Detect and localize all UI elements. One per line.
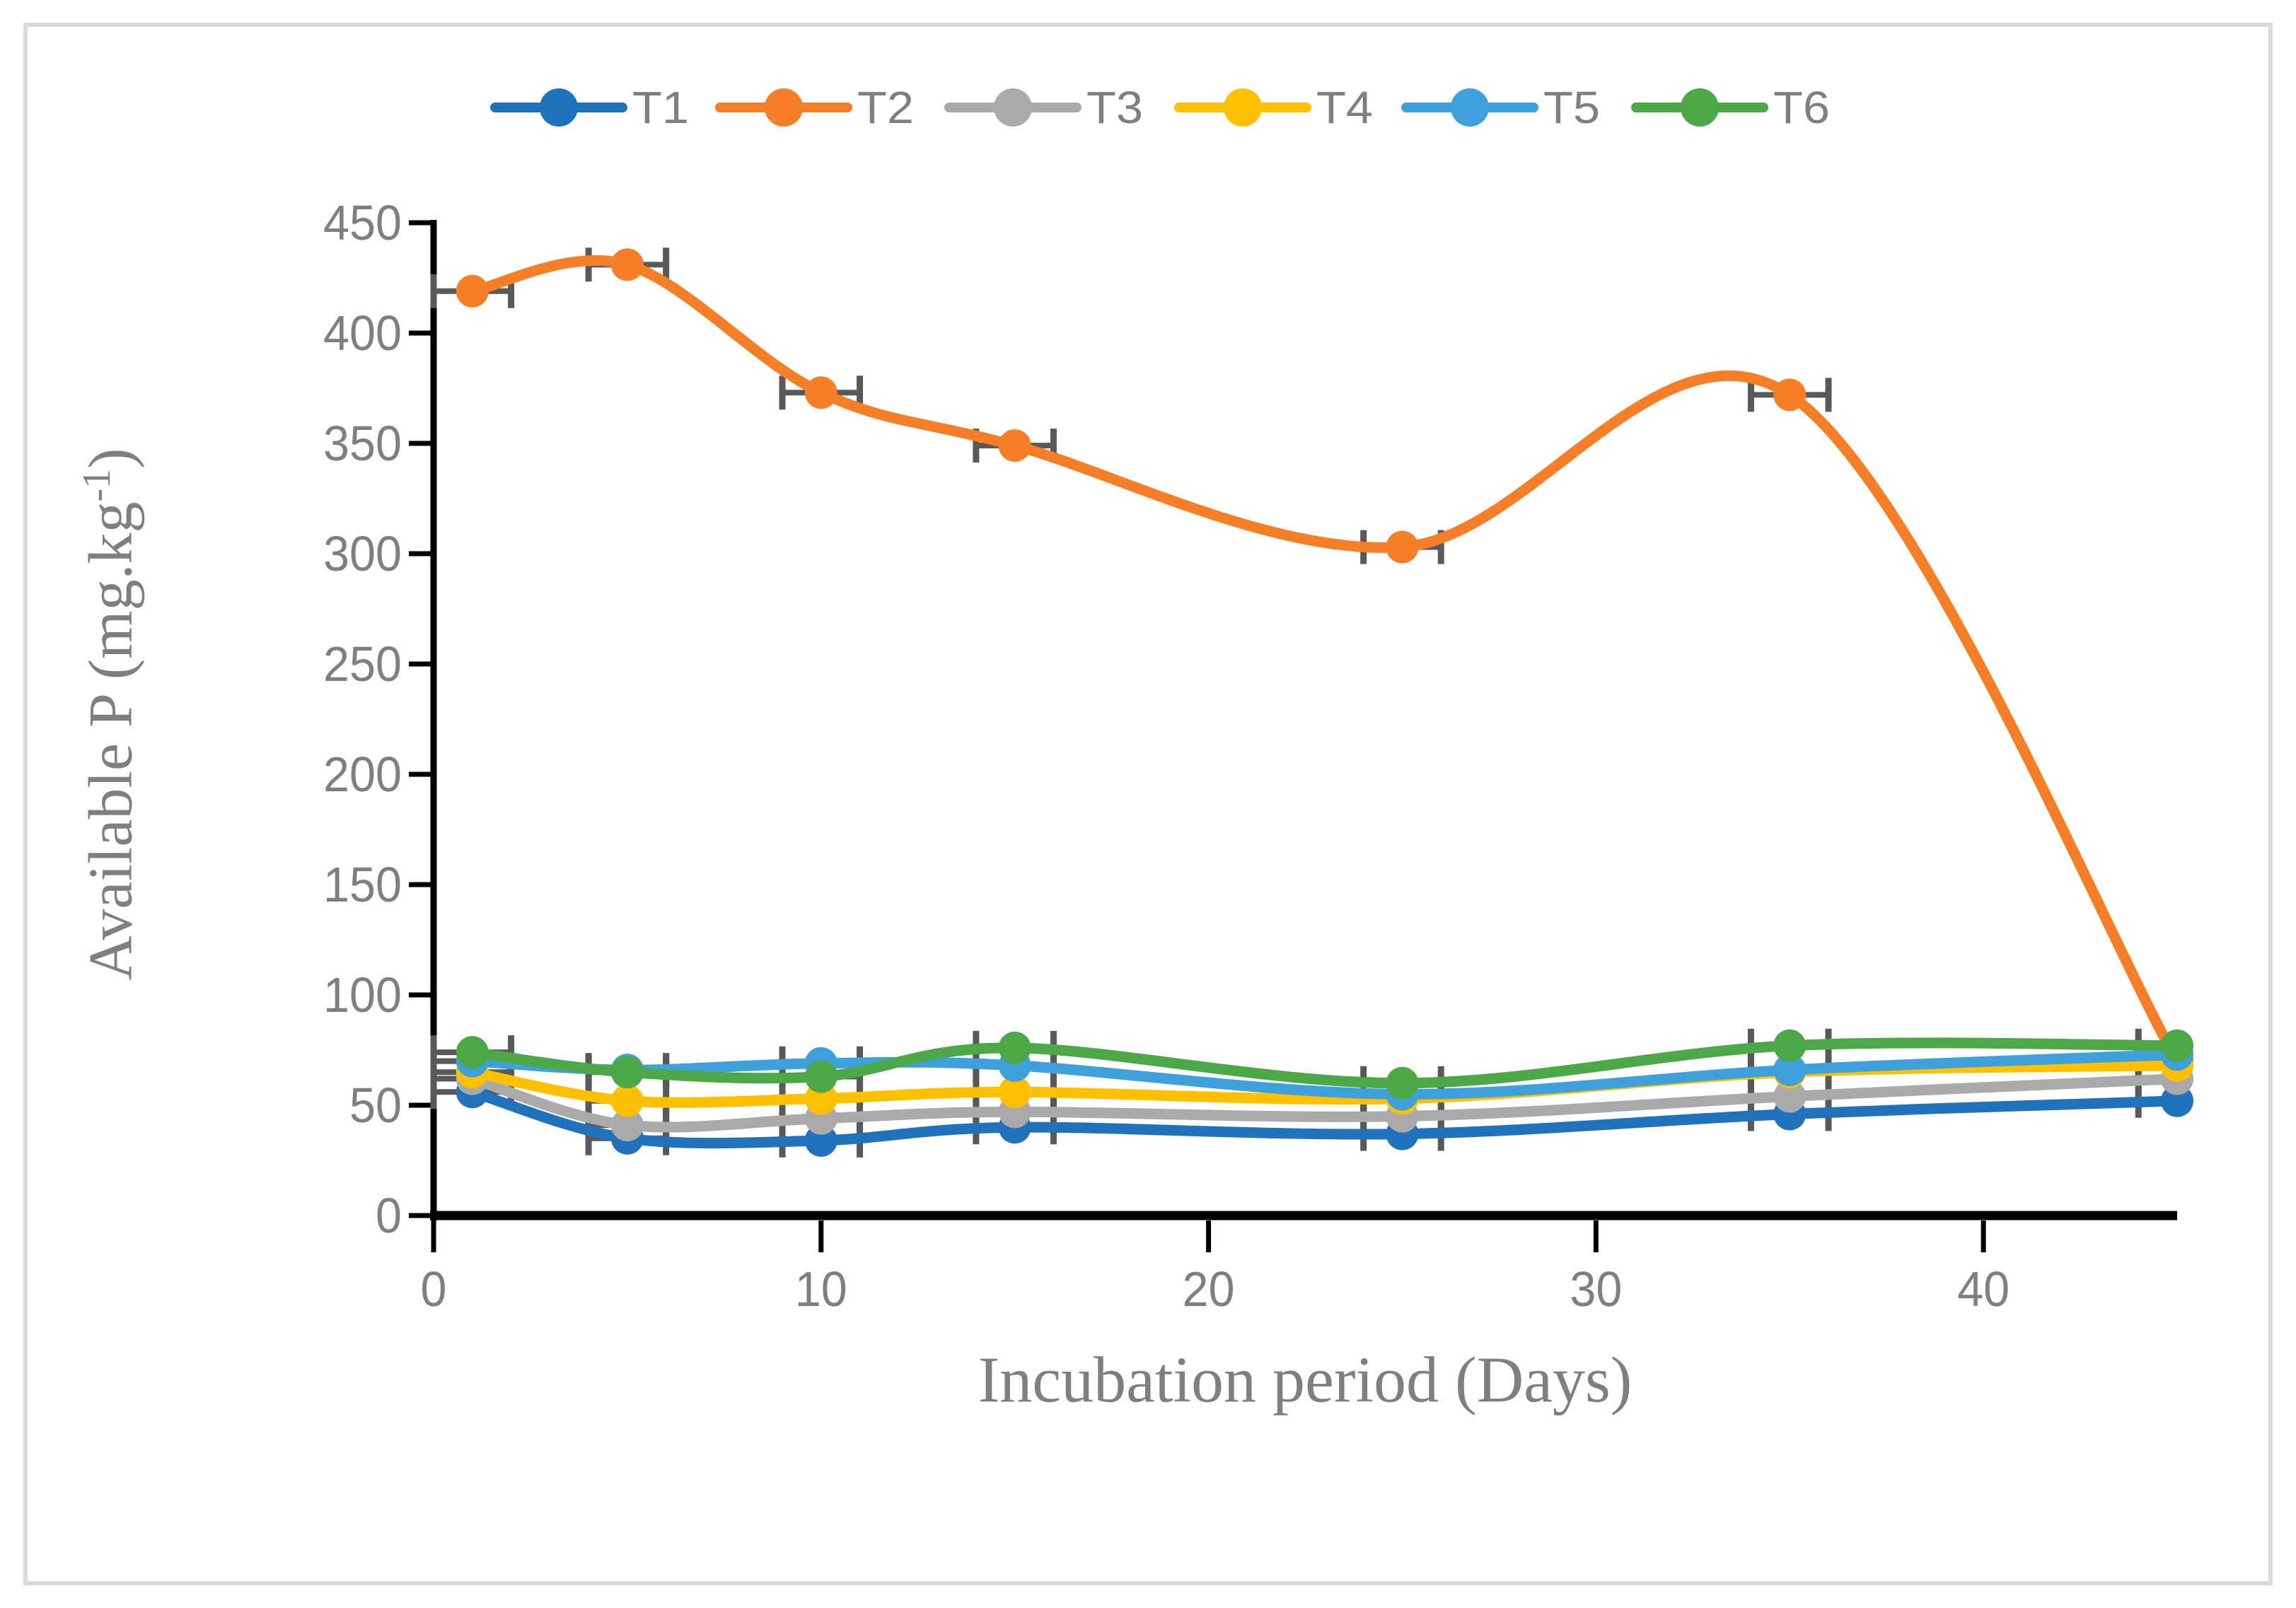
y-tick-label-0: 0 bbox=[376, 1188, 402, 1243]
error-bars bbox=[430, 247, 2183, 1158]
legend-marker-dot-T4 bbox=[1224, 88, 1262, 127]
x-tick-label-30: 30 bbox=[1570, 1262, 1622, 1317]
legend-marker-dot-T3 bbox=[994, 88, 1032, 127]
data-point-T2-day1 bbox=[456, 274, 489, 308]
legend-marker-dot-T1 bbox=[540, 88, 578, 127]
y-axis-title: Available P (mg.kg-1) bbox=[74, 78, 156, 1351]
data-point-T2-day35 bbox=[1773, 378, 1807, 412]
data-point-T6-day45 bbox=[2161, 1029, 2193, 1062]
y-tick-label-100: 100 bbox=[323, 967, 402, 1023]
legend-item-T2: T2 bbox=[715, 82, 914, 133]
data-point-T2-day25 bbox=[1386, 530, 1419, 564]
data-point-T2-day10 bbox=[804, 376, 837, 409]
y-tick-label-250: 250 bbox=[323, 636, 402, 692]
data-point-T5-day35 bbox=[1773, 1054, 1807, 1087]
y-axis-title-superscript: -1 bbox=[75, 468, 119, 502]
legend-item-T3: T3 bbox=[944, 82, 1143, 133]
y-tick-label-50: 50 bbox=[349, 1078, 402, 1133]
legend-marker-dot-T5 bbox=[1451, 88, 1489, 127]
data-point-T6-day10 bbox=[804, 1060, 837, 1093]
legend-item-T4: T4 bbox=[1174, 82, 1373, 133]
x-tick-label-10: 10 bbox=[795, 1262, 847, 1317]
y-axis-title-text: Available P (mg.kg bbox=[76, 501, 146, 981]
data-point-T4-day5 bbox=[610, 1084, 644, 1117]
legend-marker-dot-T2 bbox=[765, 88, 803, 127]
data-point-T6-day15 bbox=[998, 1031, 1031, 1064]
data-point-T2-day15 bbox=[998, 429, 1031, 462]
data-point-T3-day35 bbox=[1773, 1080, 1807, 1113]
legend: T1 T2 T3 T4 T5 T6 bbox=[490, 82, 1830, 133]
data-point-T6-day25 bbox=[1386, 1066, 1419, 1100]
legend-item-T6: T6 bbox=[1631, 82, 1830, 133]
x-axis-title: Incubation period (Days) bbox=[978, 1344, 1633, 1416]
series-line-T3 bbox=[467, 1073, 2183, 1133]
legend-label-T3: T3 bbox=[1086, 82, 1143, 133]
y-tick-label-450: 450 bbox=[323, 195, 402, 250]
y-tick-label-150: 150 bbox=[323, 857, 402, 912]
series-line-T1 bbox=[467, 1086, 2183, 1149]
y-tick-label-300: 300 bbox=[323, 526, 402, 581]
data-point-T6-day1 bbox=[456, 1036, 489, 1069]
legend-label-T4: T4 bbox=[1316, 82, 1373, 133]
legend-label-T6: T6 bbox=[1773, 82, 1830, 133]
y-tick-label-400: 400 bbox=[323, 305, 402, 361]
legend-label-T5: T5 bbox=[1543, 82, 1600, 133]
x-tick-label-0: 0 bbox=[421, 1262, 447, 1317]
data-point-T3-day5 bbox=[610, 1109, 644, 1142]
figure-border bbox=[23, 23, 2273, 1585]
series-line-T5 bbox=[467, 1049, 2183, 1100]
legend-item-T1: T1 bbox=[490, 82, 689, 133]
series-T2 bbox=[456, 248, 2193, 1078]
y-axis-title-close: ) bbox=[76, 448, 146, 469]
series-T6 bbox=[456, 1029, 2193, 1100]
y-tick-label-350: 350 bbox=[323, 416, 402, 471]
legend-marker-dot-T6 bbox=[1681, 88, 1719, 127]
data-point-T2-day5 bbox=[610, 248, 644, 281]
data-point-T6-day35 bbox=[1773, 1029, 1807, 1062]
data-point-T6-day5 bbox=[610, 1056, 644, 1089]
x-tick-label-40: 40 bbox=[1957, 1262, 2010, 1317]
series-line-T2 bbox=[467, 255, 2183, 1067]
x-tick-label-20: 20 bbox=[1183, 1262, 1235, 1317]
y-tick-label-200: 200 bbox=[323, 747, 402, 802]
legend-item-T5: T5 bbox=[1401, 82, 1600, 133]
data-point-T4-day15 bbox=[998, 1076, 1031, 1109]
legend-label-T2: T2 bbox=[857, 82, 914, 133]
legend-label-T1: T1 bbox=[632, 82, 689, 133]
series-line-T6 bbox=[467, 1037, 2183, 1089]
